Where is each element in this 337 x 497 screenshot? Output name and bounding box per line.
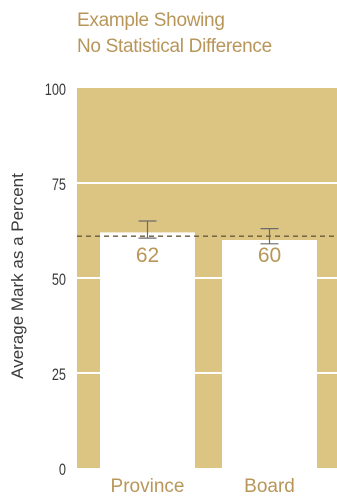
data-labels: 62 60: [136, 244, 281, 267]
y-tick-75: 75: [52, 175, 66, 194]
x-tick-province: Province: [111, 476, 185, 497]
chart-title-line-2: No Statistical Difference: [77, 36, 272, 57]
x-tick-labels: Province Board: [111, 476, 295, 497]
y-tick-0: 0: [59, 460, 66, 479]
chart-title: Example Showing No Statistical Differenc…: [77, 8, 272, 60]
error-bar-province: [138, 220, 157, 239]
data-label-province: 62: [136, 244, 159, 267]
error-bars: [138, 220, 279, 245]
chart-title-line-1: Example Showing: [77, 10, 225, 31]
y-tick-100: 100: [45, 80, 66, 99]
bars: [100, 232, 317, 497]
bar-province: [100, 232, 195, 497]
data-label-board: 60: [258, 244, 281, 267]
bar-board: [222, 240, 317, 497]
x-tick-board: Board: [244, 476, 295, 497]
y-tick-25: 25: [52, 365, 66, 384]
y-tick-50: 50: [52, 270, 66, 289]
error-bar-board: [260, 228, 279, 245]
y-axis-label: Average Mark as a Percent: [8, 173, 27, 379]
y-tick-labels: 0 25 50 75 100: [45, 80, 66, 479]
